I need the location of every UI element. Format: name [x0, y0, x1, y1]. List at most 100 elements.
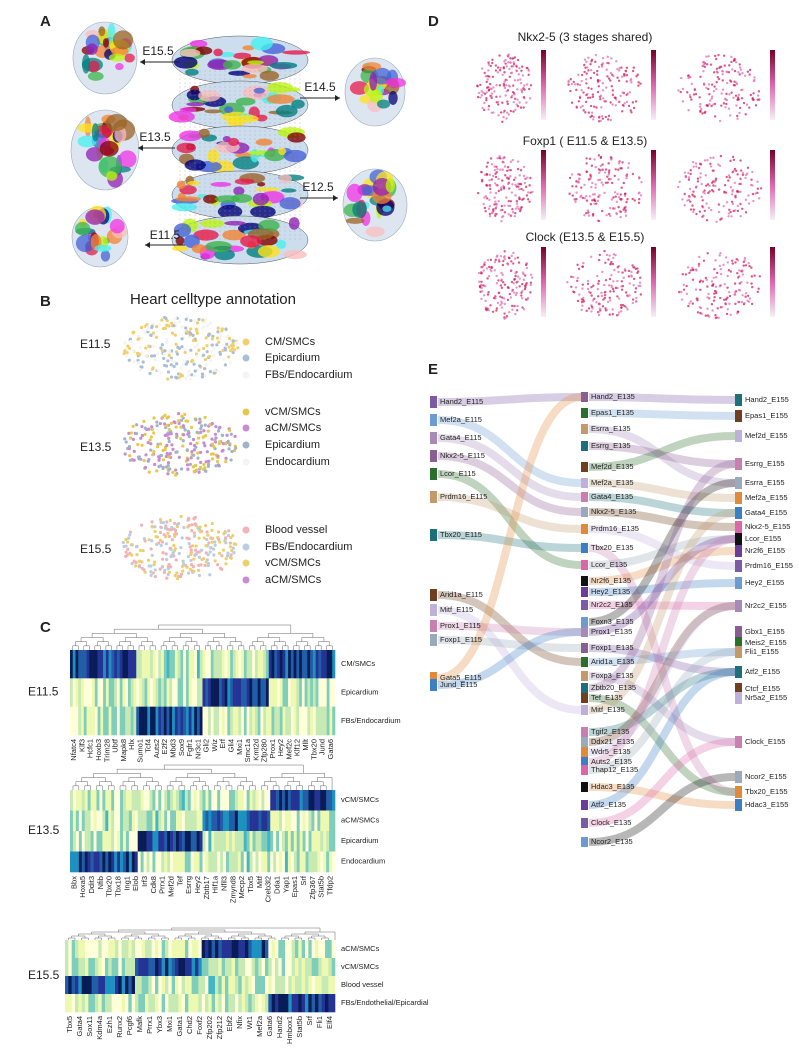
spot: [619, 215, 622, 219]
gene-label: E2f2: [160, 739, 169, 754]
spot: [514, 271, 517, 275]
dendrogram: [163, 641, 176, 646]
gene-label: Sox11: [85, 1016, 94, 1037]
gene-label: Tbx5: [246, 876, 255, 893]
expression-map: [477, 250, 534, 320]
dendrogram: [116, 768, 212, 774]
spot: [729, 186, 733, 189]
spot: [202, 441, 206, 445]
heatmap-cell: [290, 650, 294, 679]
spot: [615, 200, 618, 204]
heatmap-cell: [261, 790, 265, 811]
heatmap-cell: [71, 976, 76, 995]
heatmap-cell: [102, 810, 106, 832]
spot: [482, 269, 485, 272]
spot: [606, 55, 609, 59]
heatmap-cell: [119, 678, 123, 707]
slice-patch: [175, 236, 185, 246]
heatmap-cell: [128, 790, 133, 811]
slice-patch: [252, 192, 269, 206]
spot: [752, 92, 755, 95]
spot: [578, 177, 581, 180]
heatmap-cell: [128, 940, 132, 959]
spot: [589, 291, 592, 294]
spot: [201, 435, 205, 439]
dendrogram: [198, 931, 252, 934]
spot: [612, 74, 615, 78]
spot: [725, 201, 729, 204]
spot: [608, 313, 611, 316]
spot: [516, 256, 520, 259]
spot: [497, 189, 500, 193]
node-label: Ncor2_E155: [745, 772, 787, 781]
spot: [183, 350, 187, 355]
spot: [483, 173, 487, 177]
spot: [482, 91, 485, 94]
dendrogram: [178, 935, 192, 938]
spot: [708, 93, 711, 96]
heatmap-cell: [308, 851, 312, 873]
spot: [718, 119, 722, 123]
heatmap-cell: [201, 994, 206, 1013]
heatmap-cell: [75, 810, 80, 832]
heatmap-cell: [178, 810, 183, 832]
spot: [611, 308, 614, 311]
heatmap-cell: [176, 851, 180, 873]
flow: [588, 479, 736, 502]
gene-label: Tbx18: [114, 876, 123, 897]
spot: [747, 202, 751, 205]
heatmap-cell: [75, 790, 80, 811]
spot: [510, 260, 513, 263]
heatmap-cell: [131, 810, 136, 832]
spot: [213, 438, 217, 443]
spot: [597, 178, 600, 182]
legend-dot: [242, 354, 250, 362]
node-label: Wdr5_E135: [591, 747, 631, 756]
heatmap-cell: [102, 831, 106, 852]
spot: [603, 293, 607, 297]
sankey-node: [735, 410, 742, 422]
flow: [588, 738, 736, 827]
spot: [591, 193, 595, 196]
spot: [152, 560, 157, 564]
arrowhead: [138, 145, 143, 151]
dendrogram: [158, 624, 292, 634]
heatmap-cell: [296, 851, 300, 873]
heatmap-cell: [325, 976, 329, 995]
heatmap-cell: [315, 976, 319, 995]
spot: [164, 542, 168, 546]
flow: [588, 648, 736, 774]
spot: [232, 542, 236, 546]
heatmap-cell: [78, 706, 82, 736]
spot: [720, 92, 723, 95]
spot: [692, 165, 695, 168]
spot: [487, 63, 491, 66]
spot: [525, 194, 529, 197]
heatmap-cell: [176, 810, 180, 832]
spot: [232, 449, 237, 453]
heatmap-cell: [196, 790, 200, 811]
spot: [601, 168, 604, 171]
spot: [230, 347, 235, 351]
spot: [627, 269, 631, 273]
heatmap-cell: [258, 790, 262, 811]
spot: [730, 60, 733, 64]
spot: [476, 95, 480, 99]
slice-patch: [269, 61, 298, 70]
slice-patch: [189, 40, 208, 48]
node-label: Prdm16_E135: [591, 524, 639, 533]
heatmap-cell: [210, 706, 214, 736]
spot: [593, 198, 596, 201]
spot: [705, 86, 708, 90]
spot: [170, 443, 174, 447]
heatmap-cell: [243, 831, 247, 852]
heatmap-cell: [144, 706, 148, 736]
spot: [517, 261, 521, 264]
spot: [197, 550, 201, 554]
spot: [704, 110, 707, 114]
heatmap-cell: [218, 940, 222, 959]
spot: [606, 181, 609, 184]
spot: [750, 275, 754, 278]
heatmap-cell: [161, 810, 165, 832]
heatmap-cell: [115, 994, 119, 1013]
